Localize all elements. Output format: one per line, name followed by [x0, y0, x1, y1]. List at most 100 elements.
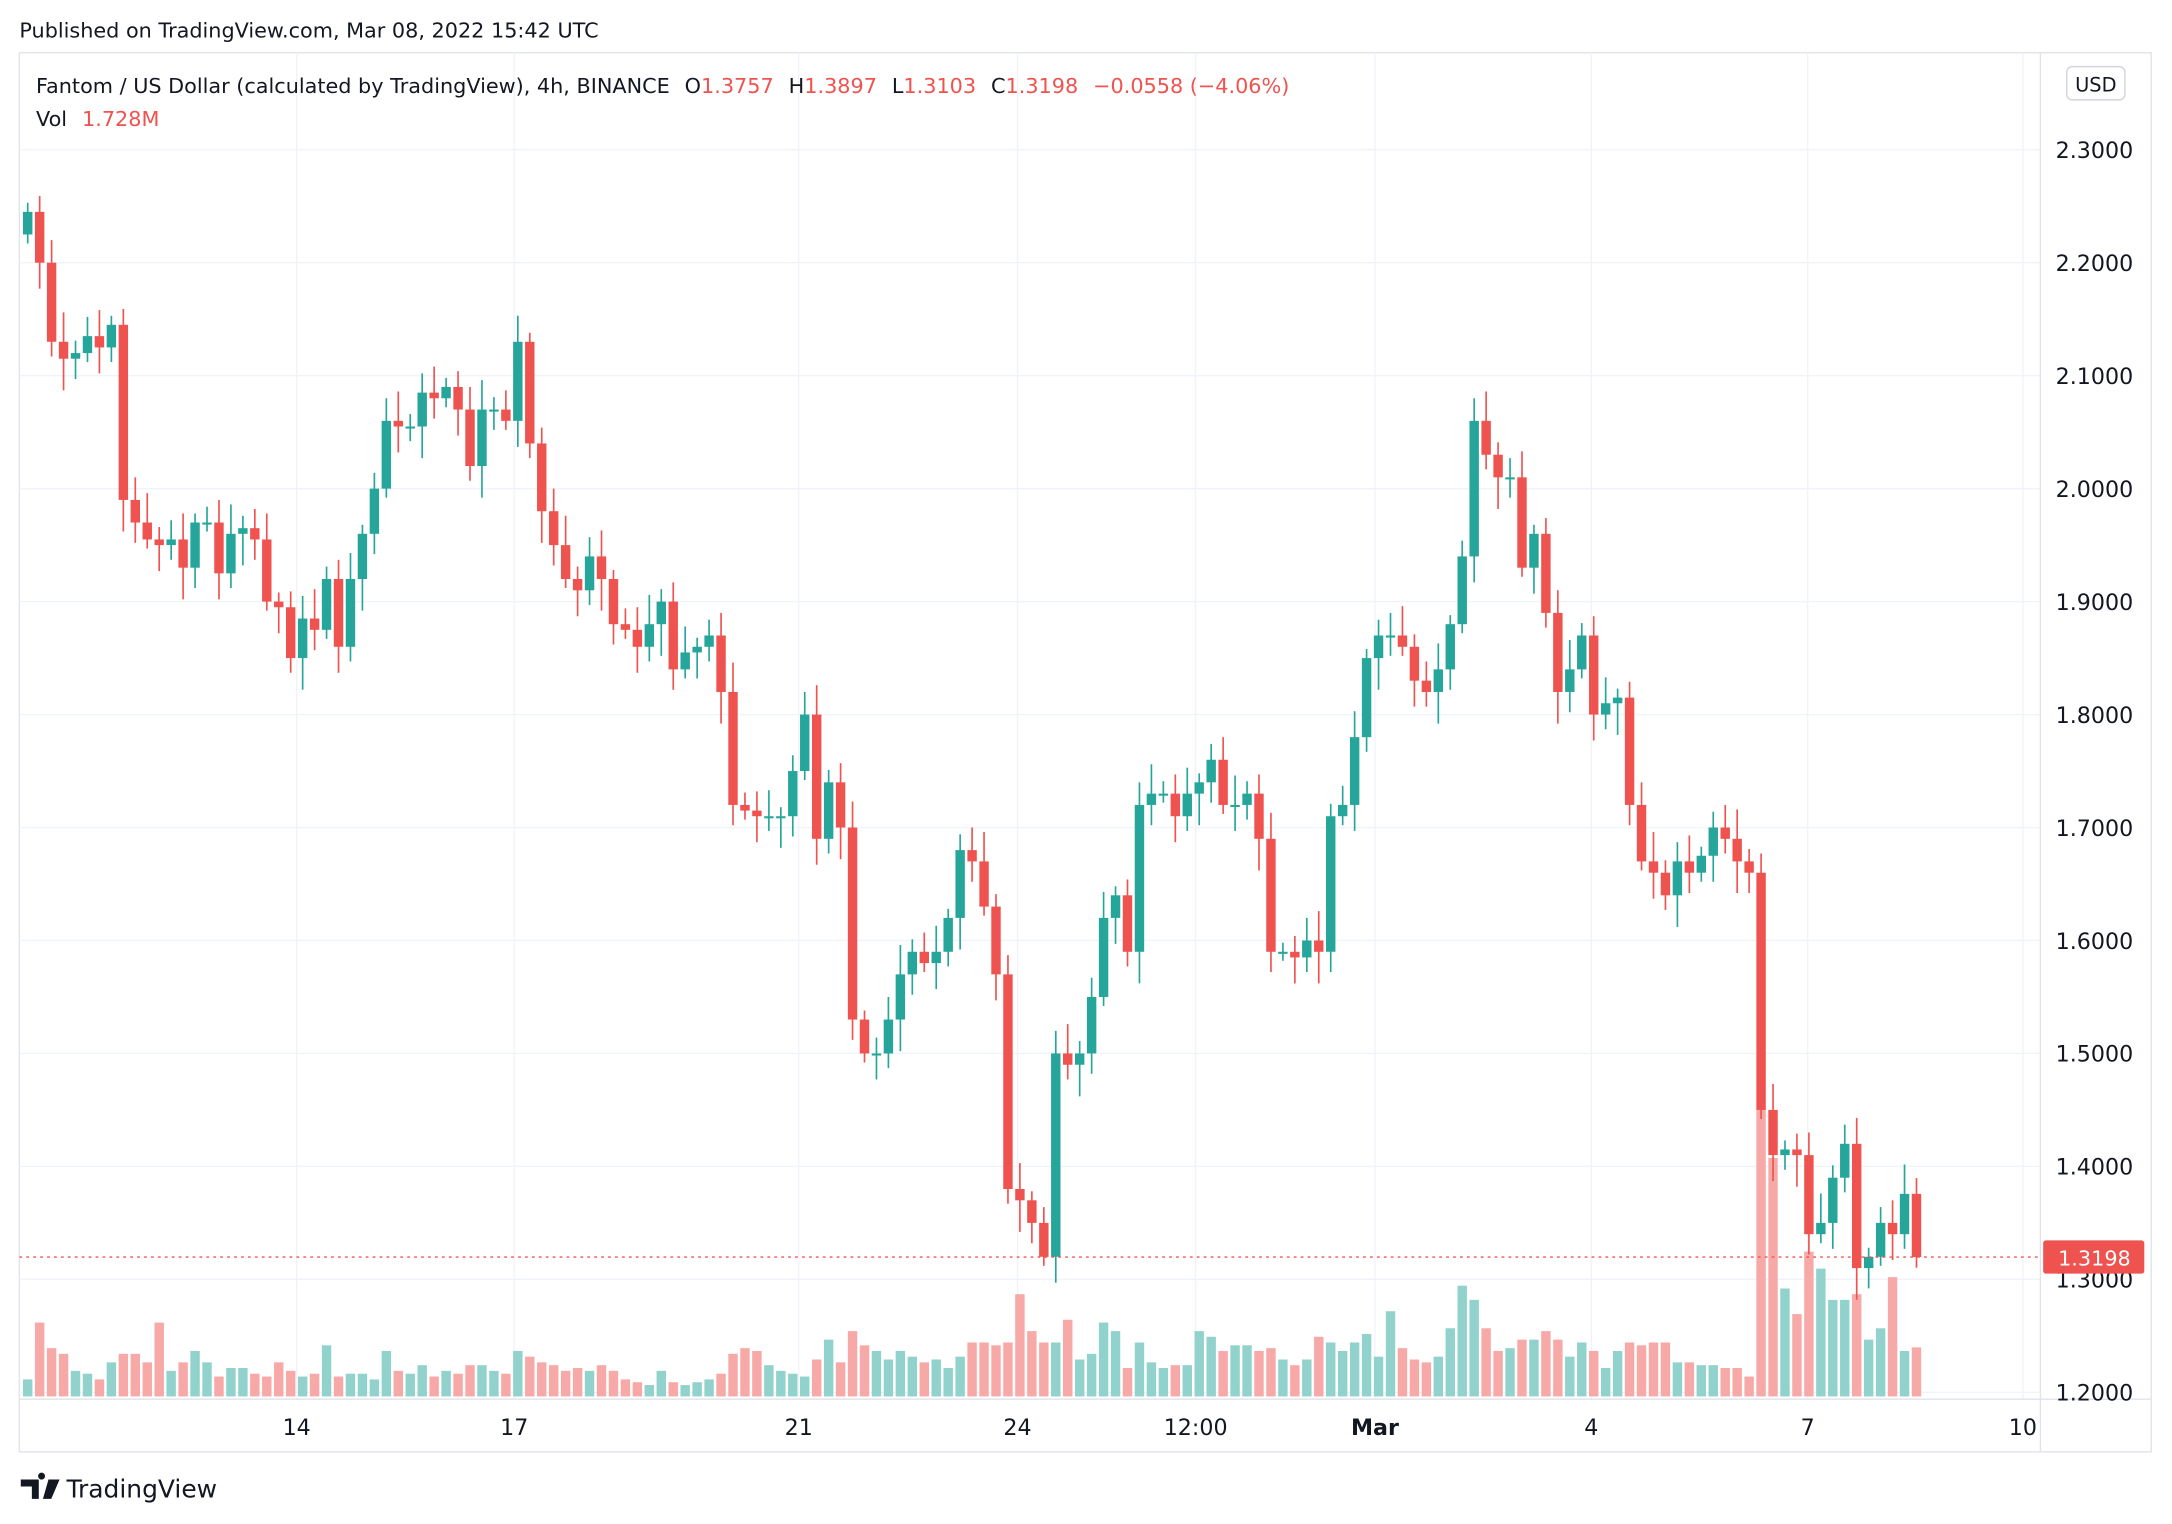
currency-button[interactable]: USD: [2066, 65, 2126, 101]
time-axis[interactable]: 14 17 21 24 12:00 Mar 4 7 10: [283, 1415, 2037, 1441]
volume-bar: [1589, 1350, 1599, 1397]
volume-bar: [1194, 1331, 1204, 1397]
volume-bar: [1911, 1347, 1922, 1397]
candle-body: [1361, 658, 1372, 738]
volume-bar: [656, 1370, 666, 1397]
volume-bar: [489, 1370, 499, 1397]
volume-bar: [1445, 1328, 1455, 1397]
candle-body: [297, 618, 308, 659]
candle-body: [465, 409, 475, 467]
volume-bar: [1648, 1342, 1659, 1397]
volume-bar: [1098, 1322, 1109, 1397]
candle-body: [1146, 793, 1157, 805]
volume-bar: [1086, 1353, 1097, 1397]
candle-body: [369, 488, 380, 534]
volume-bar: [441, 1370, 451, 1397]
volume-bar: [1266, 1348, 1276, 1397]
volume-bar: [548, 1365, 559, 1397]
volume-bar: [1780, 1288, 1790, 1397]
candle-body: [1278, 951, 1288, 954]
volume-bar: [1708, 1365, 1718, 1397]
volume-bar: [1122, 1368, 1133, 1397]
volume-bar: [1146, 1362, 1157, 1397]
volume-bar: [1051, 1342, 1061, 1397]
candle-body: [823, 782, 834, 839]
volume-bar: [1218, 1350, 1228, 1397]
volume-bar: [1278, 1359, 1288, 1397]
candle-body: [1326, 816, 1336, 952]
volume-bar: [1863, 1339, 1874, 1397]
volume-bar: [321, 1345, 332, 1397]
candle-body: [1600, 703, 1611, 715]
candles: [22, 196, 1922, 1300]
candle-body: [1098, 917, 1109, 997]
legend-symbol: Fantom / US Dollar (calculated by Tradin…: [36, 74, 670, 98]
legend-close-label: C: [991, 74, 1006, 98]
tradingview-logo[interactable]: TradingView: [20, 1472, 217, 1504]
candle-body: [596, 556, 607, 580]
candle-body: [1158, 793, 1169, 796]
volume-bar: [560, 1370, 571, 1397]
chart-frame: [18, 52, 2152, 1453]
volume-value: 1.728M: [82, 107, 159, 131]
candle-body: [333, 579, 344, 647]
time-tick: 21: [785, 1415, 813, 1441]
candle-body: [835, 782, 846, 828]
candle-body: [106, 324, 117, 348]
volume-bar: [1074, 1359, 1085, 1397]
volume-bar: [668, 1382, 678, 1397]
candle-body: [1840, 1143, 1850, 1178]
candle-body: [1110, 895, 1121, 918]
candle-body: [1039, 1222, 1049, 1257]
legend-low-label: L: [892, 74, 904, 98]
candle-body: [1863, 1256, 1874, 1269]
volume-bar: [1493, 1350, 1503, 1397]
candle-body: [82, 336, 93, 354]
volume-bar: [596, 1365, 607, 1397]
candle-body: [919, 951, 929, 964]
candle-body: [1672, 861, 1683, 896]
volume-bar: [1063, 1319, 1073, 1397]
candle-body: [166, 539, 176, 546]
candle-body: [883, 1019, 894, 1054]
candle-body: [1337, 804, 1348, 817]
volume-bar: [94, 1379, 105, 1397]
legend-open-label: O: [685, 74, 701, 98]
volume-bar: [22, 1379, 33, 1397]
volume-bar: [70, 1370, 81, 1397]
volume-bar: [967, 1342, 977, 1397]
candle-body: [1493, 454, 1503, 478]
last-price-label: 1.3198: [2058, 1246, 2131, 1270]
volume-bar: [477, 1365, 487, 1397]
volume-bar: [1134, 1342, 1145, 1397]
candle-body: [513, 341, 523, 421]
volume-bar: [1696, 1365, 1707, 1397]
volume-bar: [1469, 1299, 1479, 1397]
candle-body: [202, 522, 212, 525]
candle-body: [1565, 669, 1575, 692]
price-axis[interactable]: 2.3000 2.2000 2.1000 2.0000 1.9000 1.8000 1.70…: [2056, 138, 2134, 1407]
candle-body: [644, 624, 655, 647]
price-tick: 1.5000: [2056, 1042, 2134, 1068]
price-tick: 1.8000: [2056, 703, 2134, 729]
volume-bar: [238, 1368, 248, 1397]
volume-bar: [871, 1350, 882, 1397]
candle-body: [1744, 861, 1754, 873]
price-tick: 2.2000: [2056, 251, 2134, 277]
candle-body: [764, 816, 774, 819]
candle-body: [1529, 533, 1539, 568]
volume-bar: [1110, 1331, 1121, 1397]
candle-body: [943, 917, 953, 952]
volume-bar: [764, 1365, 774, 1397]
candle-body: [118, 324, 129, 500]
volume-bar: [154, 1322, 164, 1397]
volume-bar: [1804, 1251, 1814, 1397]
candle-body: [656, 601, 666, 625]
volume-bar: [1039, 1342, 1049, 1397]
candle-body: [1242, 793, 1252, 805]
volume-bar: [1529, 1339, 1539, 1397]
volume-bar: [357, 1373, 368, 1397]
volume-bar: [859, 1345, 870, 1397]
price-tick: 2.1000: [2056, 364, 2134, 390]
